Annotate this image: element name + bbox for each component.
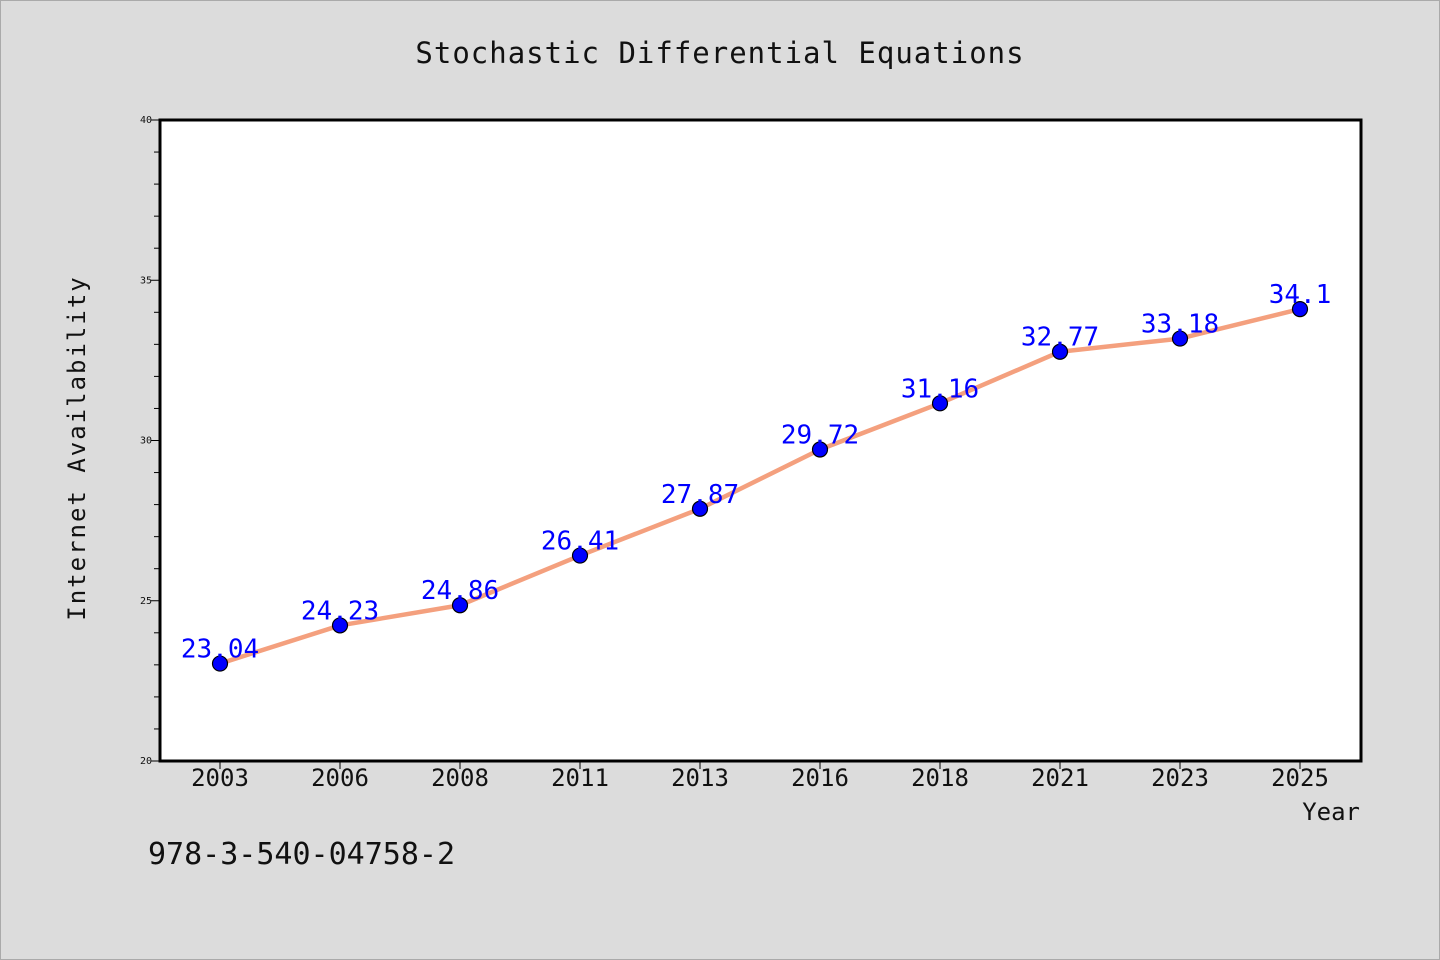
data-point: [451, 597, 469, 614]
x-tick-label: 2018: [911, 764, 969, 792]
x-tick-label: 2003: [191, 764, 249, 792]
y-tick-label: 40: [140, 115, 152, 126]
y-tick-label: 30: [140, 436, 152, 447]
data-label: 34.1: [1269, 280, 1332, 310]
x-tick-label: 2025: [1271, 764, 1329, 792]
data-point: [571, 547, 589, 564]
data-point: [1171, 330, 1189, 347]
x-axis: 2003 2006 2008 2011 2013 2016 2018 2021 2023 2025: [191, 761, 1329, 792]
data-label: 33.18: [1141, 310, 1219, 340]
y-axis: 20 25 30 35 40: [140, 115, 160, 767]
x-tick-label: 2011: [551, 764, 609, 792]
data-point: [811, 441, 829, 458]
series-markers: [211, 300, 1309, 672]
data-label: 26.41: [541, 527, 619, 557]
x-tick-label: 2021: [1031, 764, 1089, 792]
data-point: [691, 500, 709, 517]
data-label: 31.16: [901, 374, 979, 404]
x-tick-label: 2023: [1151, 764, 1209, 792]
x-axis-label: Year: [1302, 798, 1360, 826]
data-point: [211, 655, 229, 672]
data-label: 29.72: [781, 420, 859, 450]
data-point: [931, 395, 949, 412]
data-labels: 23.04 24.23 24.86 26.41 27.87 29.72 31.16 32.77…: [181, 280, 1331, 664]
data-label: 27.87: [661, 480, 739, 510]
chart-title: Stochastic Differential Equations: [415, 36, 1024, 70]
x-tick-label: 2006: [311, 764, 369, 792]
y-tick-label: 25: [140, 596, 152, 607]
data-label: 24.86: [421, 576, 499, 606]
x-tick-label: 2013: [671, 764, 729, 792]
data-label: 24.23: [301, 596, 379, 626]
x-tick-label: 2008: [431, 764, 489, 792]
data-point: [1291, 300, 1309, 318]
data-point: [1051, 343, 1069, 360]
data-label: 23.04: [181, 635, 259, 665]
plot-area: [158, 118, 1363, 763]
y-tick-label: 20: [140, 756, 152, 767]
data-point: [331, 617, 349, 634]
series-polyline: [217, 306, 1303, 666]
x-tick-label: 2016: [791, 764, 849, 792]
series-line: [217, 306, 1303, 666]
data-label: 32.77: [1021, 323, 1099, 353]
isbn-text: 978-3-540-04758-2: [148, 837, 455, 872]
y-axis-label: Internet Availability: [63, 275, 91, 620]
y-tick-label: 35: [140, 275, 152, 286]
